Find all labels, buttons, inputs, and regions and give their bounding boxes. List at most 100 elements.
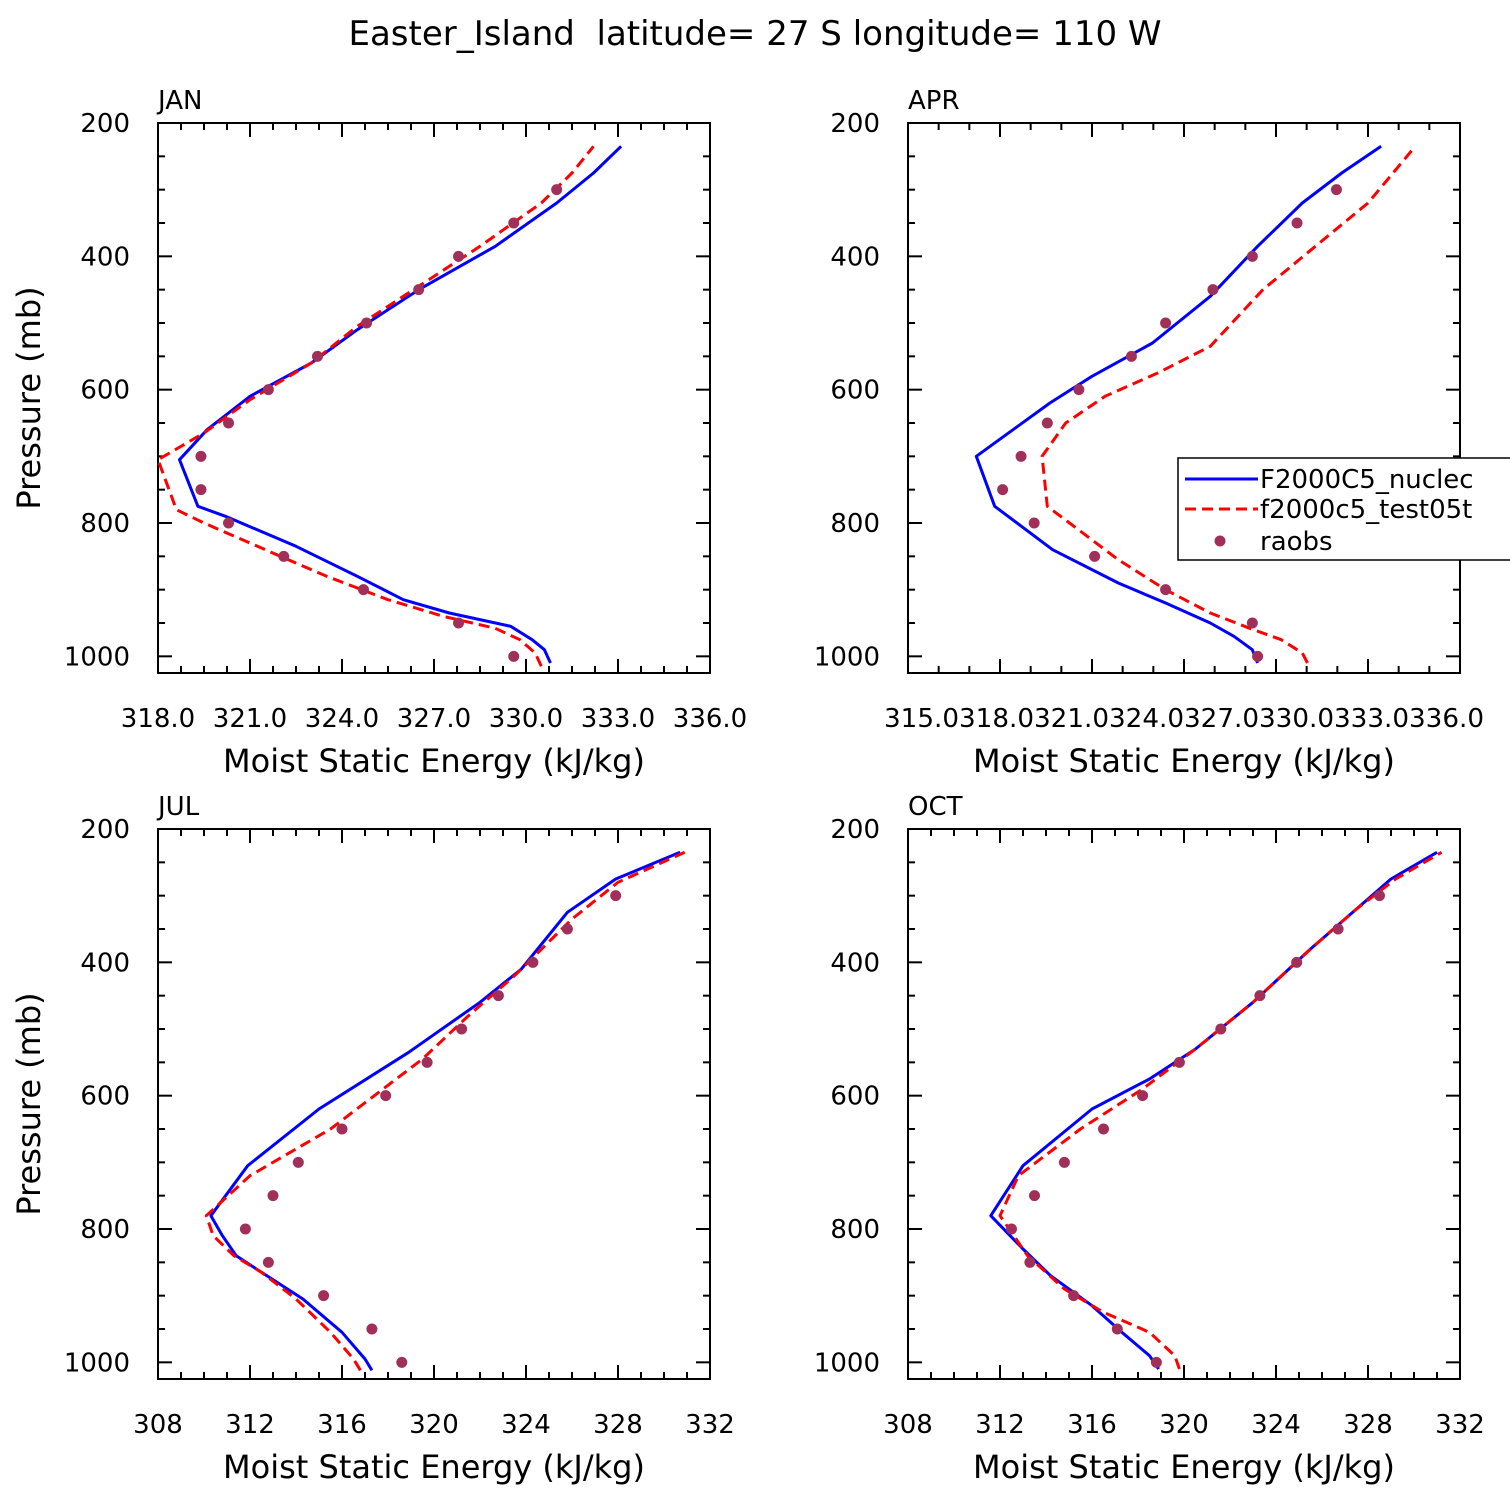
x-tick-label: 336.0 — [673, 704, 747, 734]
raobs-point — [413, 284, 425, 296]
raobs-point — [453, 617, 465, 629]
raobs-point — [1173, 1056, 1185, 1068]
raobs-point — [508, 217, 520, 229]
figure-title: Easter_Island latitude= 27 S longitude= … — [348, 14, 1161, 54]
raobs-point — [267, 1190, 279, 1202]
raobs-point — [311, 350, 323, 362]
raobs-point — [1207, 284, 1219, 296]
x-axis-label: Moist Static Energy (kJ/kg) — [973, 1448, 1395, 1486]
series-line-nuclec — [974, 145, 1382, 664]
raobs-point — [1015, 450, 1027, 462]
raobs-point — [292, 1156, 304, 1168]
y-tick-label: 400 — [830, 948, 880, 978]
x-tick-label: 312 — [225, 1410, 275, 1440]
raobs-point — [262, 384, 274, 396]
plot-frame — [907, 828, 1461, 1380]
x-tick-label: 327.0 — [397, 704, 471, 734]
raobs-point — [1028, 517, 1040, 529]
legend-label-raobs: raobs — [1260, 527, 1333, 557]
y-tick-label: 400 — [80, 948, 130, 978]
raobs-point — [1330, 184, 1342, 196]
raobs-point — [278, 550, 290, 562]
raobs-point — [1215, 1023, 1227, 1035]
x-tick-label: 308 — [883, 1410, 933, 1440]
raobs-point — [336, 1123, 348, 1135]
raobs-point — [453, 250, 465, 262]
legend-label-series2: f2000c5_test05t — [1260, 495, 1472, 525]
x-tick-label: 321.0 — [213, 704, 287, 734]
series-line-test05t — [156, 145, 595, 667]
x-tick-label: 332 — [685, 1410, 735, 1440]
plot-frame — [907, 122, 1461, 674]
raobs-point — [1246, 617, 1258, 629]
raobs-point — [421, 1056, 433, 1068]
raobs-point — [1374, 890, 1385, 902]
raobs-point — [1089, 550, 1101, 562]
series-line-nuclec — [209, 850, 681, 1372]
panel-title: JUL — [156, 792, 200, 822]
x-tick-label: 316 — [317, 1410, 367, 1440]
y-tick-label: 200 — [830, 815, 880, 845]
raobs-point — [1291, 956, 1303, 968]
raobs-point — [357, 584, 369, 596]
raobs-point — [1160, 317, 1172, 329]
raobs-point — [1291, 217, 1303, 229]
panel-jul: 308 312 316 320 324 328 332 200 400 600 800 1000 JUL… — [10, 792, 735, 1486]
series-line-test05t — [204, 850, 686, 1372]
series-line-test05t — [998, 851, 1443, 1370]
raobs-point — [1073, 384, 1085, 396]
x-tick-label: 324.0 — [305, 704, 379, 734]
x-tick-label: 324 — [501, 1410, 551, 1440]
raobs-point — [361, 317, 373, 329]
raobs-point — [508, 650, 520, 662]
raobs-point — [1006, 1223, 1017, 1235]
y-tick-label: 600 — [830, 376, 880, 406]
raobs-point — [396, 1356, 408, 1368]
y-tick-label: 800 — [80, 1215, 130, 1245]
raobs-point — [223, 517, 235, 529]
raobs-point — [1068, 1290, 1080, 1302]
x-tick-label: 330.0 — [489, 704, 563, 734]
x-axis-label: Moist Static Energy (kJ/kg) — [223, 1448, 645, 1486]
raobs-point — [1058, 1156, 1070, 1168]
y-tick-label: 200 — [80, 109, 130, 139]
plot-frame — [157, 828, 711, 1380]
raobs-point — [1125, 350, 1137, 362]
y-tick-label: 400 — [80, 242, 130, 272]
raobs-point — [239, 1223, 251, 1235]
y-tick-label: 800 — [830, 509, 880, 539]
legend-marker-raobs — [1214, 535, 1226, 547]
raobs-point — [527, 956, 539, 968]
x-tick-label: 320 — [1159, 1410, 1209, 1440]
y-tick-label: 1000 — [64, 1348, 130, 1378]
series-line-test05t — [1040, 145, 1417, 664]
raobs-point — [195, 450, 207, 462]
y-tick-label: 200 — [830, 109, 880, 139]
panel-apr: 315.0318.0321.0324.0327.0330.0333.0336.0… — [814, 86, 1484, 780]
x-tick-label: 333.0 — [581, 704, 655, 734]
raobs-point — [1041, 417, 1053, 429]
raobs-point — [1254, 990, 1266, 1002]
raobs-point — [492, 990, 504, 1002]
x-tick-label: 312 — [975, 1410, 1025, 1440]
y-tick-label: 800 — [80, 509, 130, 539]
panel-jan: 318.0 321.0 324.0 327.0 330.0 333.0 336.0 200 40… — [10, 86, 747, 780]
x-tick-label: 318.0 — [121, 704, 195, 734]
y-tick-label: 1000 — [64, 642, 130, 672]
x-tick-label: 320 — [409, 1410, 459, 1440]
y-tick-label: 600 — [830, 1082, 880, 1112]
raobs-point — [1029, 1190, 1040, 1202]
y-axis-label: Pressure (mb) — [10, 286, 48, 509]
panel-title: JAN — [156, 86, 202, 116]
panel-title: OCT — [908, 792, 963, 822]
panel-title: APR — [908, 86, 960, 116]
legend-label-series1: F2000C5_nuclec — [1260, 465, 1474, 495]
raobs-point — [1252, 650, 1264, 662]
x-tick-label: 328 — [1343, 1410, 1393, 1440]
x-tick-label: 315.0318.0321.0324.0327.0330.0333.0336.0 — [884, 704, 1484, 734]
x-tick-label: 316 — [1067, 1410, 1117, 1440]
raobs-point — [551, 184, 563, 196]
x-tick-label: 332 — [1435, 1410, 1485, 1440]
raobs-point — [1111, 1323, 1123, 1335]
